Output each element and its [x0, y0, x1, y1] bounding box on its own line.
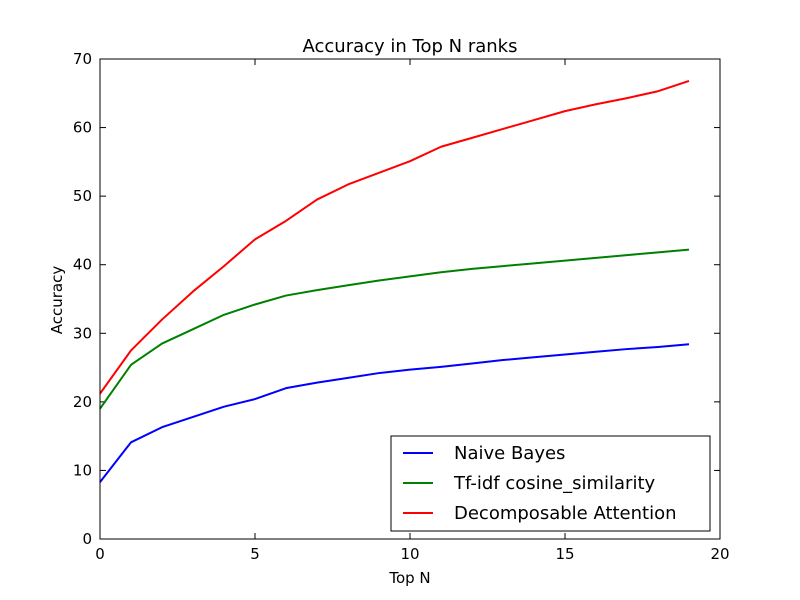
- y-tick-label: 0: [82, 530, 92, 548]
- series-line-decomposable-attention: [99, 79, 690, 395]
- y-tick-label: 60: [73, 119, 92, 137]
- x-tick-label: 10: [400, 545, 419, 563]
- legend: Naive Bayes Tf-idf cosine_similarity Decom…: [390, 435, 711, 532]
- y-tick-label: 20: [73, 393, 92, 411]
- y-tick-label: 40: [73, 256, 92, 274]
- series-line-naive-bayes: [99, 343, 690, 483]
- series-line-tf-idf-cosine-similarity: [99, 248, 690, 410]
- x-tick-label: 0: [95, 545, 105, 563]
- x-tick-label: 15: [555, 545, 574, 563]
- legend-box: [390, 435, 711, 532]
- series-lines: [99, 79, 690, 483]
- y-tick-label: 10: [73, 461, 92, 479]
- y-tick-label: 30: [73, 324, 92, 342]
- y-tick-label: 70: [73, 50, 92, 68]
- legend-label: Tf-idf cosine_similarity: [453, 473, 656, 494]
- y-axis-label: Accuracy: [48, 266, 66, 335]
- legend-label: Naive Bayes: [454, 443, 565, 464]
- chart-title: Accuracy in Top N ranks: [303, 36, 518, 57]
- y-tick-label: 50: [73, 187, 92, 205]
- plot-frame: [99, 58, 721, 540]
- x-axis-label: Top N: [388, 569, 430, 587]
- x-tick-label: 20: [710, 545, 729, 563]
- x-tick-label: 5: [250, 545, 260, 563]
- legend-label: Decomposable Attention: [454, 503, 677, 524]
